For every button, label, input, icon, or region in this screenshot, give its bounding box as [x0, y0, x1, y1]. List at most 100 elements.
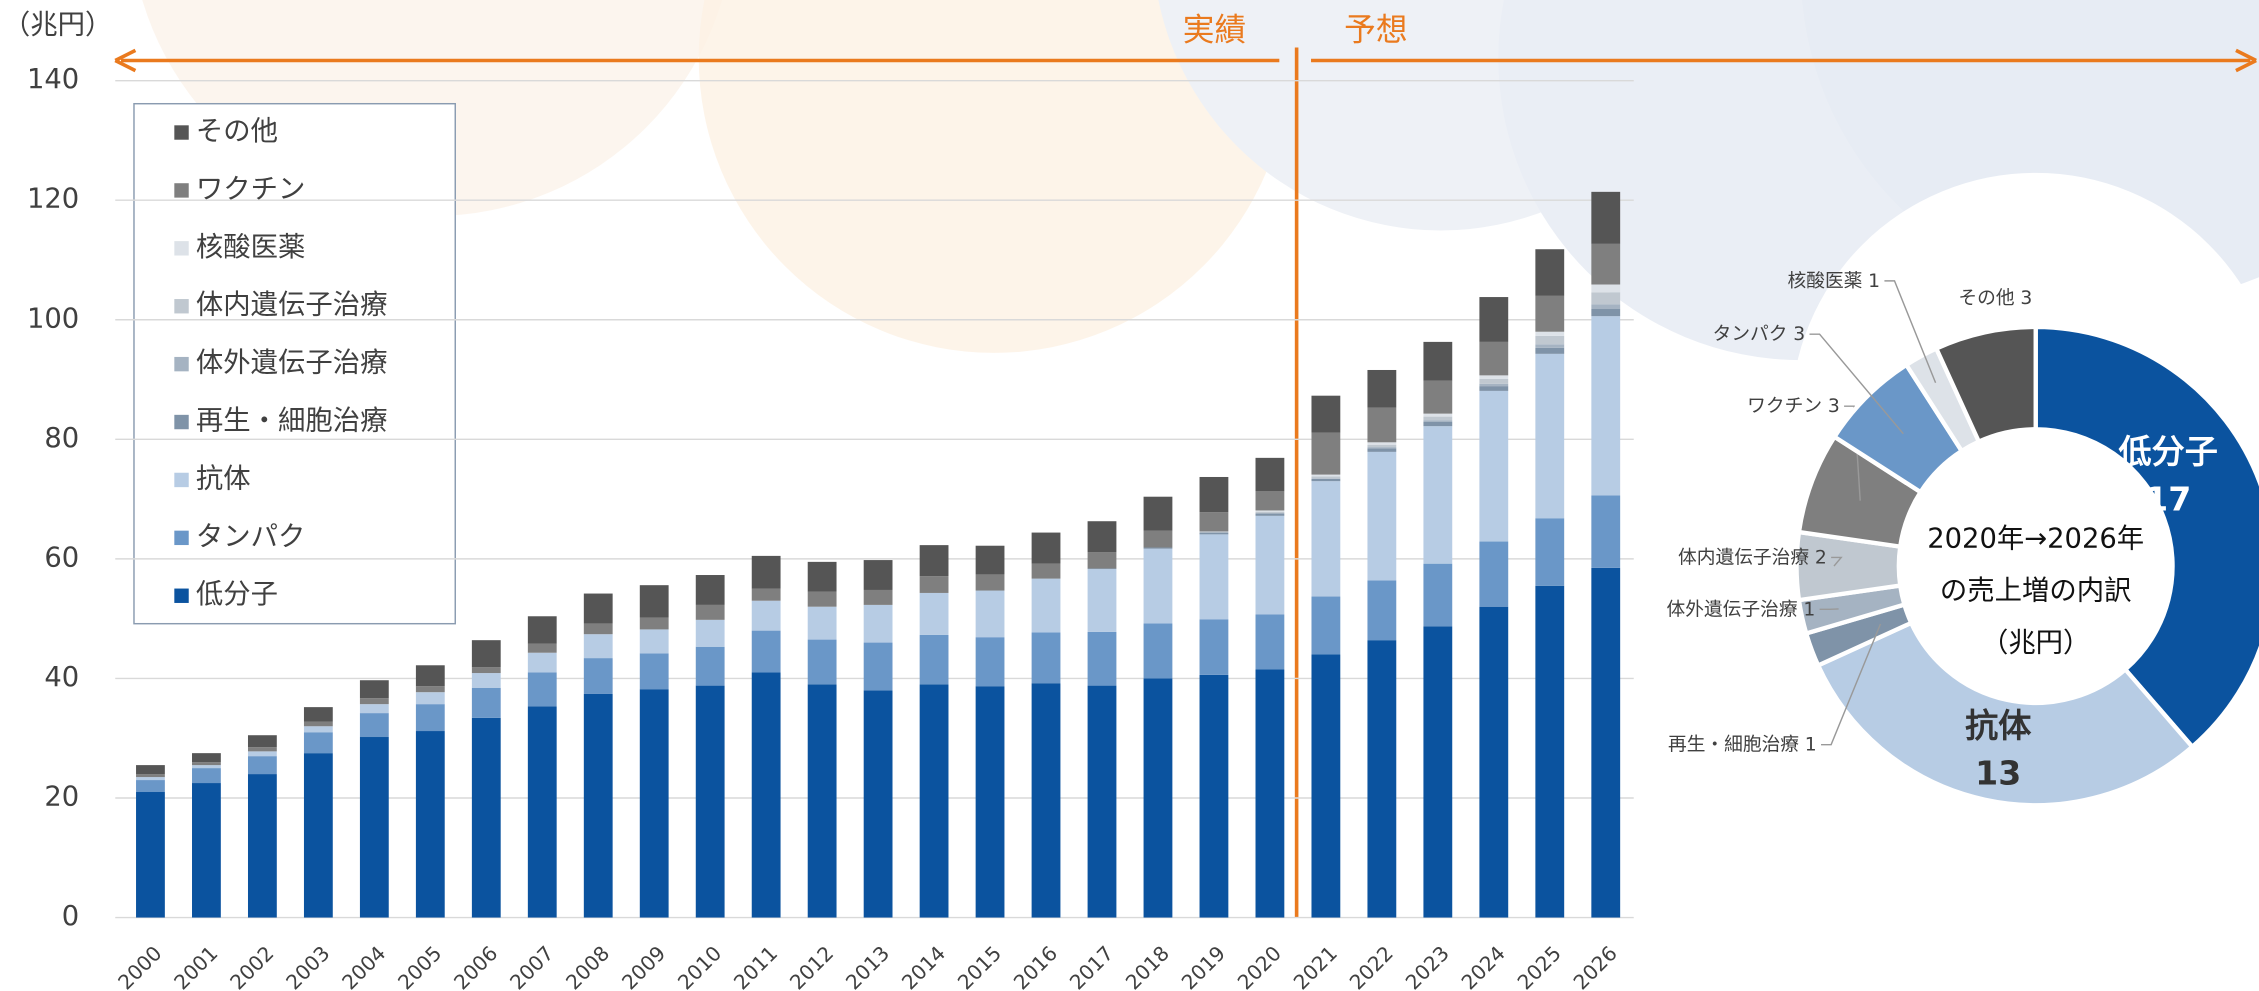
bar-segment	[1535, 348, 1564, 354]
y-tick-label: 20	[44, 781, 79, 812]
bar-segment	[976, 686, 1005, 917]
bar-segment	[136, 792, 165, 918]
bar-segment	[1311, 597, 1340, 655]
bar-segment	[1535, 249, 1564, 296]
bar-segment	[1200, 531, 1229, 532]
slice-label: 抗体	[1965, 706, 2032, 745]
x-tick-label: 2009	[617, 941, 670, 991]
bar-segment	[1311, 433, 1340, 475]
bar-segment	[752, 631, 781, 673]
bar-segment	[1591, 304, 1620, 309]
bar-segment	[1591, 285, 1620, 293]
bar-segment	[1479, 386, 1508, 391]
bar-segment	[1032, 683, 1061, 917]
bar-segment	[192, 753, 221, 762]
slice-label: その他3	[1958, 288, 2032, 309]
bar-segment	[1200, 533, 1229, 535]
bar-segment	[1423, 564, 1452, 627]
bar-segment	[920, 593, 949, 635]
slice-label: 低分子	[2119, 432, 2218, 471]
bar-segment	[584, 658, 613, 694]
bar-segment	[584, 694, 613, 918]
bar-segment	[304, 726, 333, 732]
bar-segment	[136, 765, 165, 774]
legend-label: 体内遺伝子治療	[196, 290, 388, 321]
bar-segment	[640, 689, 669, 917]
bar-segment	[528, 653, 557, 673]
bar-segment	[304, 753, 333, 917]
bar-segment	[808, 592, 837, 607]
bar-segment	[584, 634, 613, 658]
x-tick-label: 2002	[225, 941, 278, 991]
x-tick-label: 2008	[561, 941, 614, 991]
bar-segment	[1032, 632, 1061, 683]
bar-segment	[1535, 586, 1564, 918]
bar-segment	[584, 623, 613, 634]
bar-segment	[1535, 518, 1564, 586]
y-tick-label: 120	[27, 184, 79, 215]
bar-segment	[1367, 448, 1396, 452]
x-tick-label: 2015	[953, 941, 1006, 991]
x-tick-label: 2004	[337, 941, 390, 991]
legend-label: タンパク	[196, 521, 305, 552]
bar-segment	[1311, 475, 1340, 477]
bar-segment	[1479, 391, 1508, 542]
bar-segment	[248, 751, 277, 756]
bar-segment	[640, 629, 669, 653]
x-tick-label: 2017	[1065, 941, 1118, 991]
bar-segment	[1479, 379, 1508, 384]
y-tick-label: 80	[44, 423, 79, 454]
bar-segment	[136, 777, 165, 780]
bar-segment	[360, 698, 389, 704]
bar-segment	[1256, 614, 1285, 669]
bar-segment	[1200, 619, 1229, 675]
slice-label-value: 1	[1805, 734, 1817, 755]
bar-segment	[920, 684, 949, 917]
bar-segment	[248, 774, 277, 917]
slice-label: 体内遺伝子治療2	[1678, 547, 1827, 568]
bar-segment	[864, 590, 893, 605]
legend-swatch	[174, 125, 188, 139]
bar-segment	[1367, 452, 1396, 581]
bar-segment	[696, 686, 725, 918]
x-tick-label: 2022	[1345, 941, 1398, 991]
bar-segment	[1591, 496, 1620, 568]
bar-segment	[1200, 477, 1229, 512]
bar-segment	[1423, 422, 1452, 426]
x-tick-label: 2023	[1401, 941, 1454, 991]
bar-segment	[192, 765, 221, 768]
bar-segment	[1367, 370, 1396, 408]
bar-segment	[1256, 513, 1285, 515]
bar-segment	[1479, 375, 1508, 379]
bar-segment	[1367, 442, 1396, 444]
x-tick-label: 2003	[281, 941, 334, 991]
bar-segment	[1311, 396, 1340, 433]
bar-segment	[192, 762, 221, 765]
bar-segment	[1367, 640, 1396, 917]
bar-segment	[1535, 296, 1564, 332]
bar-segment	[416, 731, 445, 918]
bar-segment	[528, 672, 557, 706]
bar-segment	[1311, 478, 1340, 479]
x-tick-label: 2012	[785, 941, 838, 991]
legend-label: ワクチン	[196, 174, 305, 205]
x-tick-label: 2000	[113, 941, 166, 991]
legend-swatch	[174, 183, 188, 197]
bar-segment	[1256, 458, 1285, 491]
bar-segment	[1591, 292, 1620, 304]
bar-segment	[136, 780, 165, 792]
bar-segment	[1088, 569, 1117, 632]
slice-label-name: 核酸医薬	[1788, 270, 1863, 291]
bar-segment	[976, 546, 1005, 575]
legend-swatch	[174, 589, 188, 603]
bar-segment	[1367, 447, 1396, 448]
x-tick-label: 2019	[1177, 941, 1230, 991]
bar-segment	[920, 635, 949, 685]
x-tick-label: 2001	[169, 941, 222, 991]
unit-label: （兆円）	[3, 9, 112, 40]
bar-segment	[1423, 420, 1452, 422]
bar-segment	[1256, 491, 1285, 510]
slice-value: 17	[2145, 480, 2191, 519]
annotation: 実績	[1183, 13, 1246, 49]
bar-segment	[1423, 426, 1452, 563]
